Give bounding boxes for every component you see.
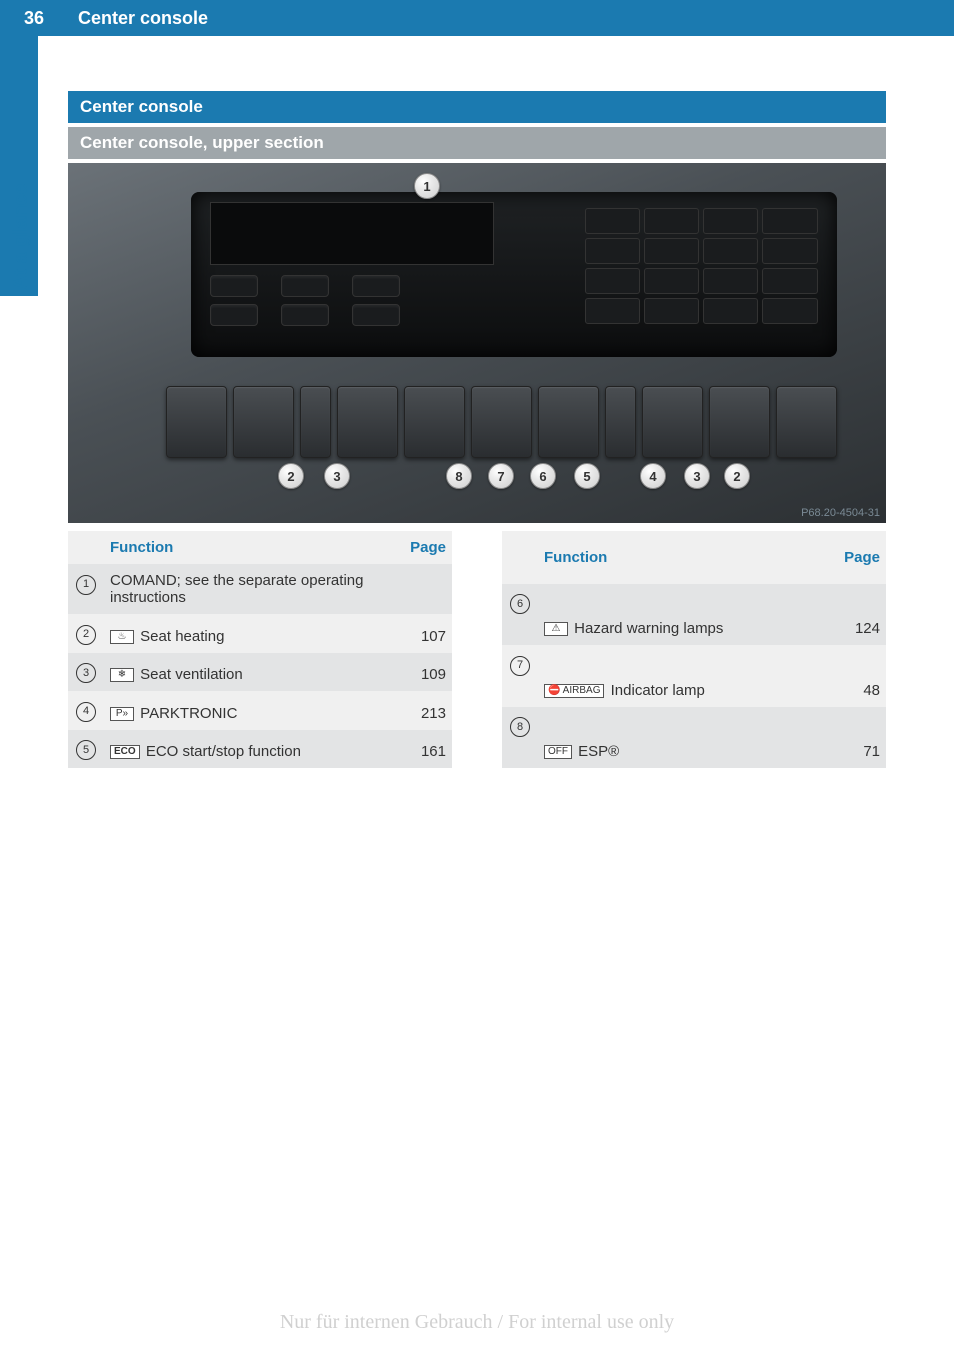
table-row: 6 ⚠ Hazard warning lamps 124 xyxy=(502,584,886,645)
header-function: Function xyxy=(538,531,826,584)
header-blank xyxy=(502,531,538,584)
console-switch xyxy=(337,386,398,458)
header-function: Function xyxy=(104,531,392,564)
header-blank xyxy=(68,531,104,564)
table-row: 4 P» PARKTRONIC 213 xyxy=(68,691,452,730)
console-switch xyxy=(709,386,770,458)
row-page: 161 xyxy=(392,730,452,769)
esp-off-icon: OFF xyxy=(544,745,572,759)
table-row: 2 ♨ Seat heating 107 xyxy=(68,614,452,653)
callout-3: 3 xyxy=(324,463,350,489)
console-switch xyxy=(166,386,227,458)
header-page: Page xyxy=(826,531,886,584)
row-label: PARKTRONIC xyxy=(140,705,237,722)
row-label: Hazard warning lamps xyxy=(574,620,723,637)
callout-8: 8 xyxy=(446,463,472,489)
header-title: Center console xyxy=(68,8,208,29)
row-index: 4 xyxy=(76,702,96,722)
radio-keypad xyxy=(585,208,818,324)
hazard-icon: ⚠ xyxy=(544,622,568,636)
parktronic-icon: P» xyxy=(110,707,134,721)
callout-2: 2 xyxy=(278,463,304,489)
radio-button xyxy=(210,304,258,326)
row-index: 5 xyxy=(76,740,96,760)
seat-ventilation-icon: ❄ xyxy=(110,668,134,682)
row-page xyxy=(392,564,452,614)
subsection-title: Center console, upper section xyxy=(68,127,886,159)
content-area: Center console Center console, upper sec… xyxy=(68,36,886,768)
row-index: 7 xyxy=(510,656,530,676)
row-page: 124 xyxy=(826,584,886,645)
console-switch xyxy=(471,386,532,458)
callout-3b: 3 xyxy=(684,463,710,489)
side-tab-label: At a glance xyxy=(10,183,33,290)
table-row: 3 ❄ Seat ventilation 109 xyxy=(68,653,452,692)
photo-reference: P68.20-4504-31 xyxy=(801,507,880,519)
callout-5: 5 xyxy=(574,463,600,489)
radio-unit xyxy=(191,192,837,358)
page-header: 36 Center console xyxy=(0,0,954,36)
table-row: 1 COMAND; see the separate operating ins… xyxy=(68,564,452,614)
console-switch xyxy=(776,386,837,458)
callout-2b: 2 xyxy=(724,463,750,489)
function-tables: Function Page 1 COMAND; see the separate… xyxy=(68,531,886,768)
table-row: 8 OFF ESP® 71 xyxy=(502,707,886,768)
console-switch xyxy=(404,386,465,458)
table-row: 5 ECO ECO start/stop function 161 xyxy=(68,730,452,769)
radio-button xyxy=(281,275,329,297)
radio-button xyxy=(210,275,258,297)
row-label: Indicator lamp xyxy=(611,682,705,699)
row-index: 3 xyxy=(76,663,96,683)
row-page: 213 xyxy=(392,691,452,730)
airbag-indicator-icon: ⛔ AIRBAG xyxy=(544,684,604,698)
radio-button xyxy=(352,304,400,326)
row-index: 8 xyxy=(510,717,530,737)
radio-button xyxy=(352,275,400,297)
table-header-row: Function Page xyxy=(68,531,452,564)
console-photo: 1 2 3 8 7 6 5 4 3 2 P68.20-4504-31 xyxy=(68,163,886,523)
row-page: 48 xyxy=(826,645,886,706)
callout-6: 6 xyxy=(530,463,556,489)
callout-1: 1 xyxy=(414,173,440,199)
switch-row xyxy=(166,386,837,458)
callout-4: 4 xyxy=(640,463,666,489)
row-page: 107 xyxy=(392,614,452,653)
row-label: COMAND; see the separate operating instr… xyxy=(104,564,392,614)
callout-7: 7 xyxy=(488,463,514,489)
eco-icon: ECO xyxy=(110,745,140,759)
row-page: 71 xyxy=(826,707,886,768)
row-label: ESP® xyxy=(578,743,619,760)
table-row: 7 ⛔ AIRBAG Indicator lamp 48 xyxy=(502,645,886,706)
page-number: 36 xyxy=(0,8,68,29)
row-index: 2 xyxy=(76,625,96,645)
row-page: 109 xyxy=(392,653,452,692)
row-index: 1 xyxy=(76,575,96,595)
seat-heating-icon: ♨ xyxy=(110,630,134,644)
radio-screen xyxy=(210,202,494,265)
console-switch xyxy=(642,386,703,458)
console-switch xyxy=(233,386,294,458)
row-label: Seat ventilation xyxy=(140,666,243,683)
row-index: 6 xyxy=(510,594,530,614)
console-gap xyxy=(300,386,331,458)
console-gap xyxy=(605,386,636,458)
row-label: Seat heating xyxy=(140,628,224,645)
radio-button xyxy=(281,304,329,326)
section-title: Center console xyxy=(68,91,886,123)
console-switch xyxy=(538,386,599,458)
watermark-text: Nur für internen Gebrauch / For internal… xyxy=(0,1311,954,1334)
header-page: Page xyxy=(392,531,452,564)
table-header-row: Function Page xyxy=(502,531,886,584)
row-label: ECO start/stop function xyxy=(146,743,301,760)
function-table-right: Function Page 6 ⚠ Hazard warning lamps 1… xyxy=(502,531,886,768)
function-table-left: Function Page 1 COMAND; see the separate… xyxy=(68,531,452,768)
